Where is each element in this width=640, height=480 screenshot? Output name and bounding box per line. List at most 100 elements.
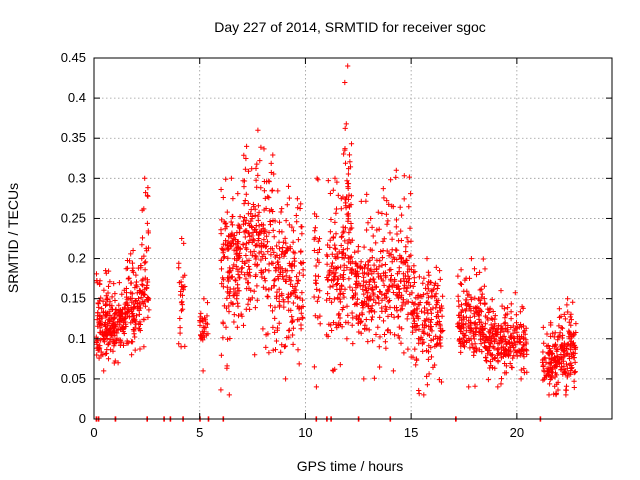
data-point bbox=[245, 301, 251, 307]
data-point bbox=[145, 245, 152, 251]
data-point bbox=[359, 312, 365, 318]
data-point bbox=[327, 284, 333, 290]
data-point bbox=[129, 299, 135, 305]
data-point bbox=[269, 308, 276, 314]
data-point bbox=[336, 249, 342, 255]
data-point bbox=[478, 286, 484, 292]
data-point bbox=[344, 246, 350, 252]
data-point bbox=[487, 305, 493, 311]
data-point bbox=[117, 308, 123, 314]
data-point bbox=[476, 316, 482, 322]
data-point bbox=[249, 213, 255, 220]
data-point bbox=[456, 298, 462, 304]
data-point bbox=[259, 274, 265, 280]
data-point bbox=[223, 176, 229, 182]
data-point bbox=[259, 269, 265, 275]
data-point bbox=[142, 267, 148, 273]
data-point bbox=[229, 213, 235, 220]
data-point bbox=[548, 320, 554, 326]
data-point bbox=[366, 297, 372, 303]
data-point bbox=[485, 317, 491, 323]
data-point bbox=[363, 279, 369, 285]
data-point bbox=[375, 209, 381, 215]
y-tick-label: 0.1 bbox=[68, 331, 86, 346]
data-point bbox=[220, 284, 226, 290]
data-point bbox=[226, 309, 232, 315]
data-point bbox=[295, 277, 301, 283]
data-point bbox=[285, 295, 291, 301]
data-point bbox=[178, 288, 184, 295]
data-point bbox=[341, 262, 347, 268]
data-point bbox=[365, 304, 371, 310]
data-point bbox=[220, 250, 226, 256]
data-point bbox=[315, 238, 321, 244]
data-point bbox=[121, 316, 127, 322]
data-point bbox=[338, 242, 344, 249]
data-point bbox=[416, 302, 422, 308]
data-point bbox=[101, 368, 107, 374]
data-point bbox=[404, 257, 410, 264]
data-point bbox=[300, 314, 306, 320]
data-point bbox=[342, 238, 348, 244]
data-point bbox=[100, 298, 106, 304]
data-point bbox=[342, 125, 348, 131]
data-point bbox=[416, 274, 422, 280]
data-point bbox=[474, 348, 480, 354]
data-point bbox=[135, 296, 142, 302]
data-point bbox=[501, 321, 507, 327]
data-point bbox=[488, 341, 494, 347]
data-point bbox=[111, 329, 117, 335]
data-point bbox=[289, 262, 295, 268]
data-point bbox=[272, 347, 279, 353]
data-point bbox=[300, 272, 306, 278]
data-point bbox=[243, 245, 249, 251]
data-point bbox=[463, 321, 469, 327]
data-point bbox=[94, 338, 100, 344]
data-point bbox=[269, 246, 275, 252]
data-point bbox=[433, 291, 439, 297]
data-point bbox=[372, 309, 378, 315]
data-point bbox=[410, 308, 416, 314]
data-point bbox=[435, 283, 441, 289]
data-point bbox=[483, 355, 489, 361]
data-point bbox=[324, 261, 330, 267]
data-point bbox=[471, 266, 478, 272]
data-point bbox=[124, 309, 130, 315]
data-point bbox=[541, 369, 547, 375]
data-point bbox=[458, 281, 465, 287]
data-point bbox=[256, 232, 262, 238]
data-point bbox=[139, 290, 145, 296]
data-point bbox=[141, 316, 147, 322]
data-point bbox=[424, 290, 430, 296]
data-point bbox=[225, 239, 231, 245]
data-point bbox=[260, 243, 266, 249]
data-point bbox=[539, 359, 546, 365]
data-point bbox=[481, 283, 487, 289]
data-point bbox=[231, 256, 238, 262]
data-point bbox=[342, 252, 349, 258]
data-point bbox=[487, 330, 493, 336]
data-point bbox=[137, 319, 143, 325]
data-point bbox=[360, 270, 366, 276]
data-point bbox=[103, 270, 109, 276]
data-point bbox=[349, 322, 355, 328]
data-point bbox=[420, 280, 426, 286]
data-point bbox=[288, 307, 294, 313]
data-point bbox=[477, 269, 483, 275]
data-point bbox=[99, 331, 105, 337]
data-point bbox=[335, 276, 341, 282]
data-point bbox=[342, 160, 349, 166]
data-point bbox=[335, 312, 342, 318]
data-point bbox=[502, 351, 508, 357]
data-point bbox=[327, 237, 333, 243]
data-point bbox=[97, 321, 103, 327]
data-point bbox=[264, 233, 270, 239]
data-point bbox=[568, 371, 574, 377]
data-point bbox=[382, 339, 388, 345]
data-point bbox=[344, 303, 350, 309]
data-point bbox=[460, 335, 466, 341]
data-point bbox=[567, 329, 573, 335]
data-point bbox=[96, 355, 102, 361]
data-point bbox=[505, 305, 511, 311]
data-point bbox=[286, 195, 292, 201]
